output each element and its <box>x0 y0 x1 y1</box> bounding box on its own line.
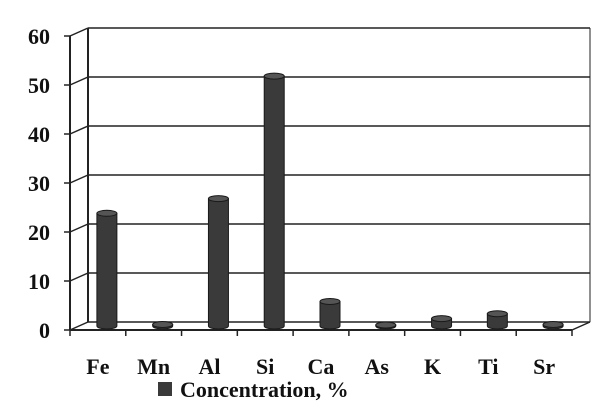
side-wall-line <box>69 27 89 37</box>
bar-body <box>319 301 341 330</box>
side-wall-line <box>69 174 89 184</box>
gridlines <box>69 27 590 331</box>
side-wall-line <box>69 272 89 282</box>
bar-body <box>263 75 285 330</box>
x-category-label: Ca <box>308 354 335 379</box>
y-tick-label: 50 <box>28 73 50 98</box>
bars <box>96 72 564 330</box>
y-tick-label: 40 <box>28 122 50 147</box>
bar-body <box>96 212 118 330</box>
side-wall-line <box>69 223 89 233</box>
side-wall-line <box>69 76 89 86</box>
floor-right-edge <box>571 321 591 331</box>
x-category-label: Si <box>256 354 274 379</box>
bar-top <box>542 321 564 329</box>
bar-top <box>375 321 397 329</box>
bar-sr <box>542 321 564 330</box>
y-tick-label: 10 <box>28 269 50 294</box>
bar-top <box>152 321 174 329</box>
x-category-label: Sr <box>533 354 555 379</box>
side-wall-line <box>69 125 89 135</box>
y-tick-label: 0 <box>39 318 50 343</box>
x-category-label: As <box>365 354 390 379</box>
bar-body <box>207 198 229 330</box>
bar-top <box>431 315 453 323</box>
x-category-label: Mn <box>137 354 170 379</box>
y-tick-labels: 0 10 20 30 40 50 60 <box>28 24 50 343</box>
x-category-label: Al <box>198 354 220 379</box>
x-category-label: Fe <box>86 354 109 379</box>
bar-ti <box>486 310 508 330</box>
bar-fe <box>96 209 118 330</box>
bar-top <box>486 310 508 318</box>
bar-top <box>96 209 118 217</box>
bar-al <box>207 195 229 330</box>
legend-label: Concentration, % <box>180 377 349 402</box>
x-category-labels: Fe Mn Al Si Ca As K Ti Sr <box>86 354 555 379</box>
legend-swatch <box>158 382 172 396</box>
y-tick-label: 20 <box>28 220 50 245</box>
bar-body <box>486 313 508 330</box>
x-category-label: Ti <box>478 354 498 379</box>
legend: Concentration, % <box>158 377 349 402</box>
bar-as <box>375 321 397 330</box>
bar-k <box>431 315 453 330</box>
bar-si <box>263 72 285 330</box>
bar-top <box>207 195 229 203</box>
y-tick-label: 60 <box>28 24 50 49</box>
side-wall-line <box>69 321 89 331</box>
y-tick-label: 30 <box>28 171 50 196</box>
bar-ca <box>319 298 341 330</box>
axes <box>64 28 591 336</box>
bar-top <box>319 298 341 305</box>
bar-mn <box>152 321 174 330</box>
x-category-label: K <box>424 354 441 379</box>
bar-top <box>263 72 285 80</box>
